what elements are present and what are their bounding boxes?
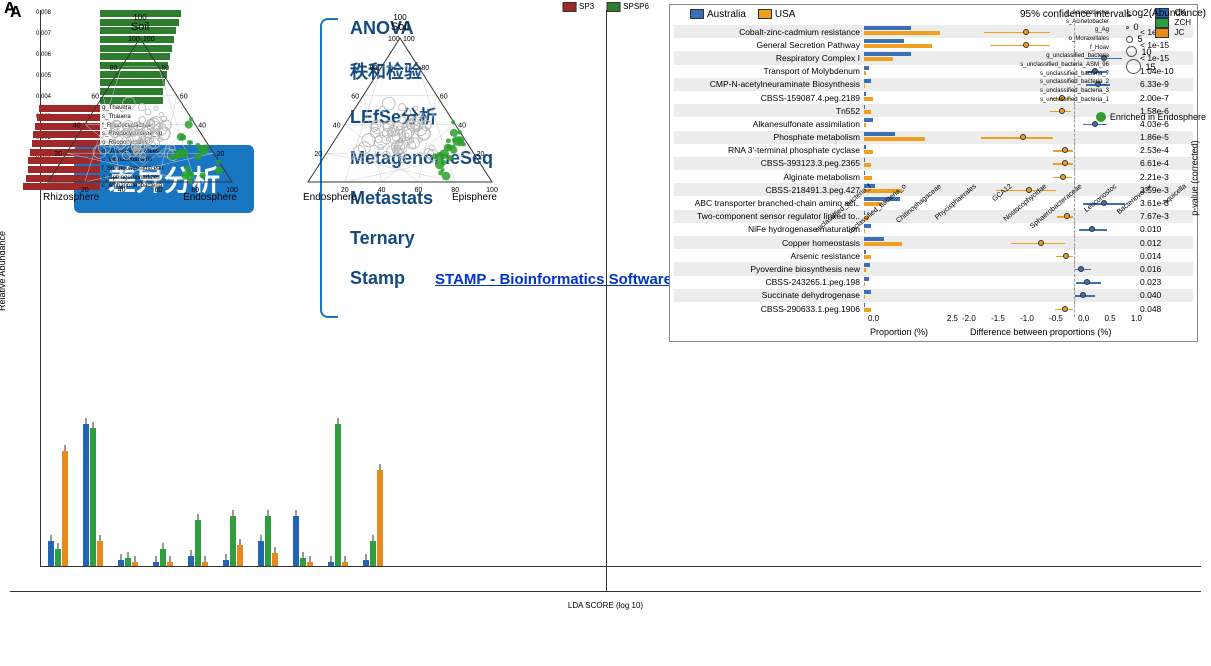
svg-text:40: 40 — [378, 187, 386, 194]
lda-panel: A SP3SPSP6 g_Acinetobacters_Acinetobacte… — [0, 222, 200, 444]
lda-bar-label: s_unclassified_bacteria_2 — [1040, 79, 1109, 85]
svg-text:40: 40 — [118, 187, 126, 194]
size-legend-item: 5 — [1126, 34, 1206, 44]
barplot-ylabel: Relative Abundance — [0, 231, 7, 311]
lda-bar-label: s_unclassified_bacteria_3 — [1040, 88, 1109, 94]
svg-text:60: 60 — [91, 94, 99, 101]
lda-bar-label: f_Hoav — [1090, 45, 1109, 51]
ternary-legend: Log2(Abundance) 0 5 10 15 — [1126, 8, 1206, 76]
size-legend-item: 10 — [1126, 46, 1206, 57]
lda-bar-label: g_unclassified_bacteria — [1046, 53, 1109, 59]
ternary-enriched-label: Enriched in Endosphere — [1110, 112, 1206, 122]
lda-xlabel: LDA SCORE (log 10) — [0, 601, 1211, 610]
lda-bar-label: o_Moraxellales — [1069, 36, 1109, 42]
svg-text:60: 60 — [415, 187, 423, 194]
svg-text:20: 20 — [477, 151, 485, 158]
size-legend-item: 0 — [1126, 22, 1206, 32]
svg-text:80: 80 — [370, 65, 378, 72]
ternary-enriched-legend: Enriched in Endosphere — [1096, 110, 1206, 124]
svg-text:100: 100 — [133, 13, 147, 22]
svg-text:20: 20 — [217, 151, 225, 158]
svg-text:Soil: Soil — [131, 21, 149, 33]
lda-bar-label: s_Acinetobacter — [1066, 19, 1109, 25]
lda-bar-label: g_Acinetobacter — [1066, 10, 1109, 16]
svg-text:100: 100 — [393, 13, 407, 22]
lda-x-axis — [10, 591, 1201, 592]
svg-text:40: 40 — [458, 122, 466, 129]
ternary-legend-title: Log2(Abundance) — [1126, 8, 1206, 19]
ternary-size-legend: 0 5 10 15 — [1126, 22, 1206, 74]
lda-bar-label: s_unclassified_bacteria_1 — [1040, 97, 1109, 103]
enriched-dot-icon — [1096, 112, 1106, 122]
svg-text:80: 80 — [161, 65, 169, 72]
svg-text:80: 80 — [421, 65, 429, 72]
lda-bar-label: s_unclassified_bacteria_7 — [1040, 71, 1109, 77]
svg-text:60: 60 — [440, 94, 448, 101]
svg-text:100: 100 — [143, 36, 155, 43]
lda-bar-label: s_unclassified_bacteria_ASM_96 — [1020, 62, 1109, 68]
svg-text:80: 80 — [110, 65, 118, 72]
svg-text:Soil: Soil — [391, 21, 409, 33]
svg-text:100: 100 — [403, 36, 415, 43]
svg-text:60: 60 — [155, 187, 163, 194]
svg-text:60: 60 — [351, 94, 359, 101]
svg-text:40: 40 — [198, 122, 206, 129]
svg-text:60: 60 — [180, 94, 188, 101]
lda-center-axis — [606, 10, 607, 592]
svg-text:Rhizosphere: Rhizosphere — [43, 192, 100, 203]
size-legend-item: 15 — [1126, 59, 1206, 74]
svg-text:20: 20 — [314, 151, 322, 158]
svg-text:Episphere: Episphere — [452, 192, 497, 203]
svg-text:Endosphere: Endosphere — [303, 192, 357, 203]
ternary-right-svg: 202020404040606060808080100100100Soil En… — [280, 10, 520, 210]
svg-text:20: 20 — [54, 151, 62, 158]
lda-bar-label: g_Ag — [1095, 27, 1109, 33]
svg-text:40: 40 — [333, 122, 341, 129]
svg-text:40: 40 — [73, 122, 81, 129]
ternary-left-svg: 202020404040606060808080100100100Soil Rh… — [20, 10, 260, 210]
svg-text:Endosphere: Endosphere — [183, 192, 237, 203]
